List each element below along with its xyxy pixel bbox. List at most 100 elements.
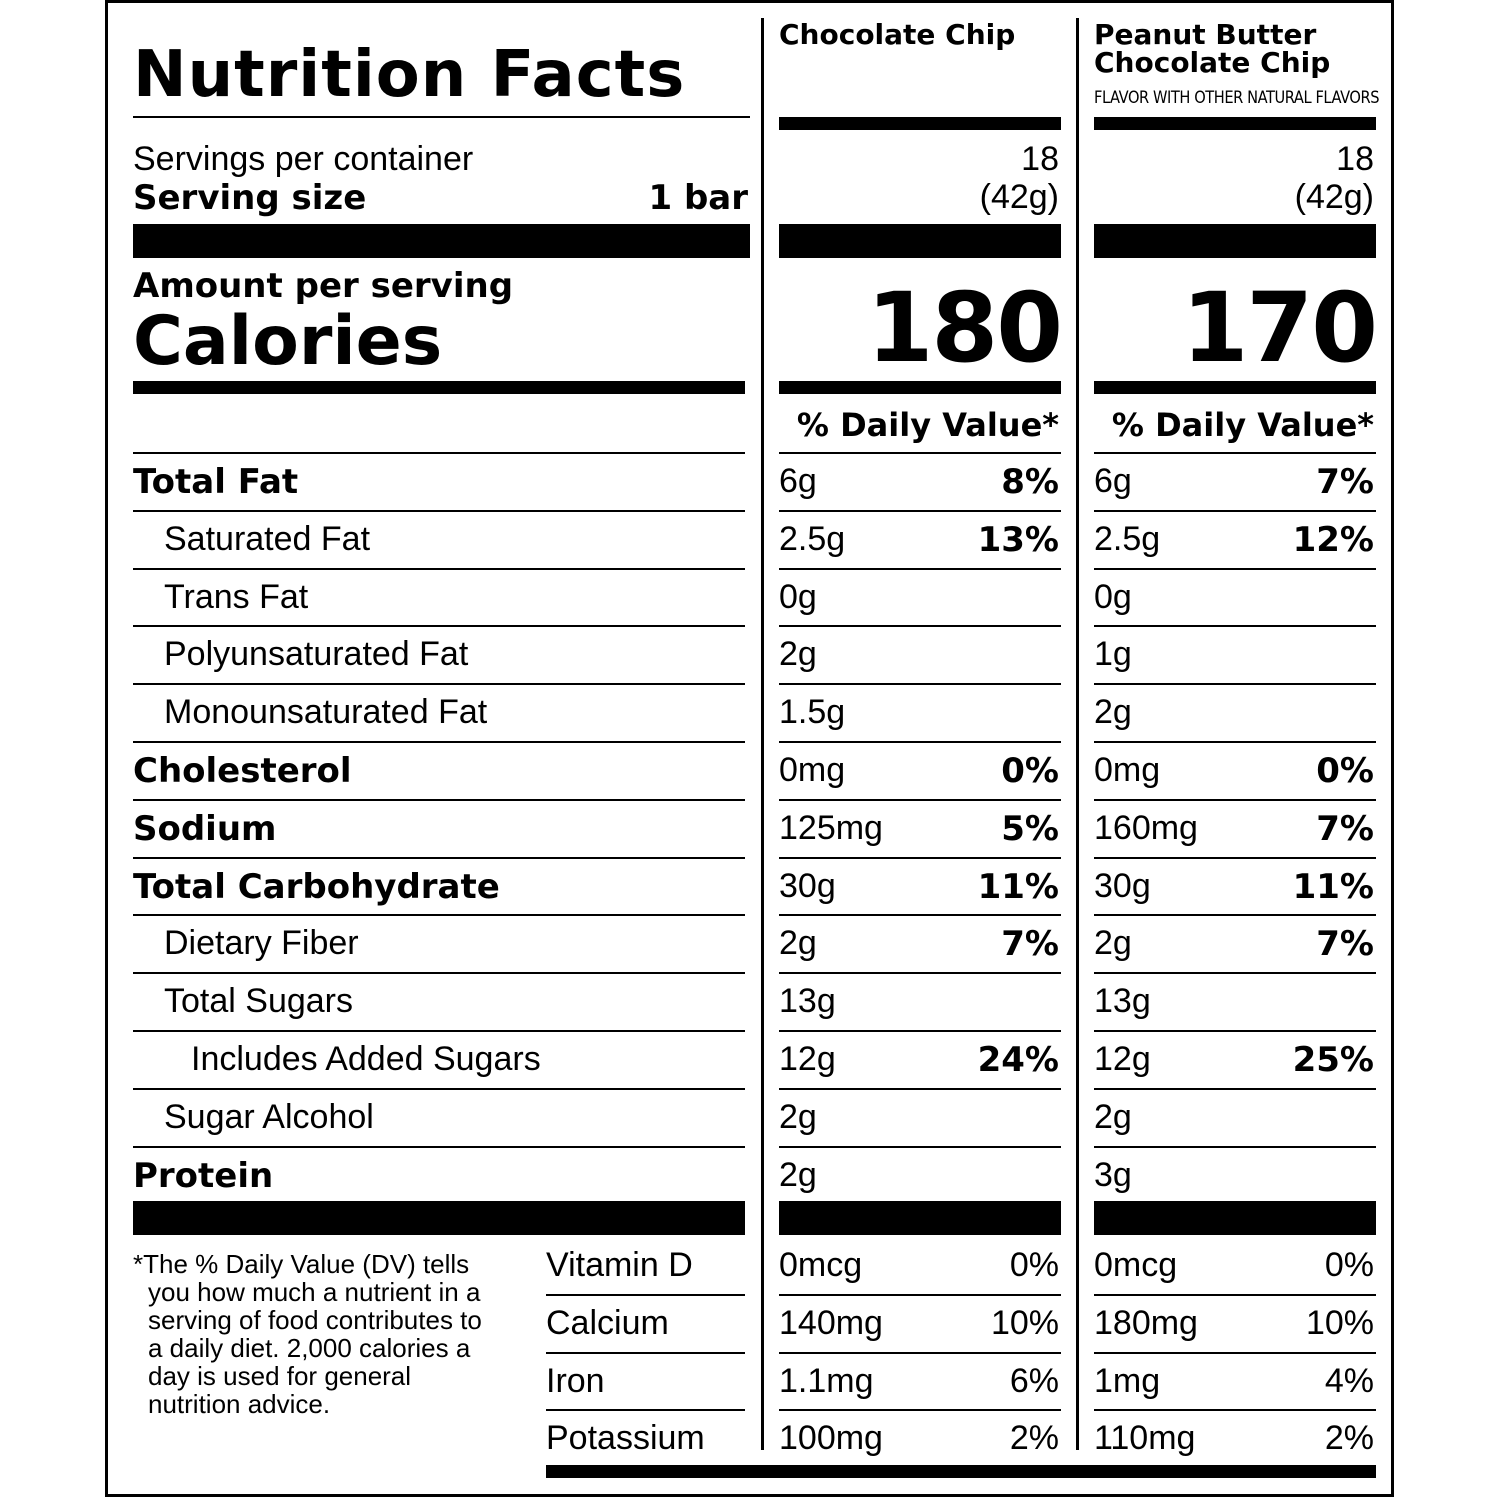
row-divider bbox=[779, 509, 1061, 512]
nutrient-amount: 0g bbox=[779, 577, 817, 616]
nutrient-label: Sugar Alcohol bbox=[164, 1097, 374, 1136]
row-divider bbox=[1094, 625, 1376, 628]
nutrient-amount: 6g bbox=[779, 462, 817, 500]
nutrient-label: Protein bbox=[133, 1155, 274, 1196]
row-divider bbox=[1094, 1351, 1376, 1354]
nutrient-amount: 160mg bbox=[1094, 808, 1198, 847]
calories-value: 180 bbox=[866, 272, 1063, 384]
vitamin-label: Potassium bbox=[546, 1419, 705, 1458]
serving-weight: (42g) bbox=[1294, 178, 1374, 216]
nutrient-amount: 0mg bbox=[1094, 751, 1161, 789]
row-divider bbox=[1094, 914, 1376, 917]
nutrient-amount: 125mg bbox=[779, 808, 883, 847]
row-divider bbox=[546, 1351, 745, 1354]
row-divider bbox=[779, 452, 1061, 454]
row-divider bbox=[779, 1030, 1061, 1032]
nutrient-daily-value: 7% bbox=[1001, 924, 1059, 965]
row-divider bbox=[133, 683, 745, 686]
nutrient-amount: 2.5g bbox=[779, 519, 846, 558]
thick-divider bbox=[779, 224, 1061, 258]
row-divider bbox=[133, 567, 745, 570]
amount-per-serving: Amount per serving bbox=[133, 266, 514, 306]
medium-divider bbox=[779, 117, 1061, 130]
vitamin-amount: 140mg bbox=[779, 1303, 883, 1342]
bottom-divider bbox=[546, 1465, 1376, 1478]
nutrient-daily-value: 12% bbox=[1292, 519, 1374, 560]
vitamin-amount: 110mg bbox=[1094, 1419, 1196, 1458]
vitamin-label: Vitamin D bbox=[546, 1246, 693, 1284]
vitamin-amount: 0mcg bbox=[1094, 1246, 1178, 1284]
row-divider bbox=[133, 914, 745, 917]
nutrient-amount: 2g bbox=[1094, 1097, 1132, 1136]
nutrient-amount: 13g bbox=[1094, 982, 1151, 1021]
nutrient-daily-value: 11% bbox=[977, 866, 1059, 907]
row-divider bbox=[1094, 1030, 1376, 1032]
nutrient-daily-value: 25% bbox=[1292, 1040, 1374, 1080]
column-divider bbox=[1076, 18, 1079, 1450]
nutrient-label: Total Fat bbox=[133, 462, 299, 502]
nutrient-amount: 13g bbox=[779, 982, 836, 1021]
vitamin-amount: 0mcg bbox=[779, 1246, 863, 1284]
nutrient-amount: 6g bbox=[1094, 462, 1132, 500]
thick-divider bbox=[1094, 1201, 1376, 1235]
vitamin-daily-value: 10% bbox=[990, 1303, 1059, 1342]
row-divider bbox=[133, 452, 745, 454]
medium-divider bbox=[1094, 381, 1376, 394]
nutrient-amount: 1g bbox=[1094, 635, 1132, 674]
product-name-line1: Peanut Butter bbox=[1094, 18, 1317, 51]
nutrient-amount: 3g bbox=[1094, 1155, 1132, 1194]
medium-divider bbox=[133, 381, 745, 394]
row-divider bbox=[779, 1351, 1061, 1354]
servings-label: Servings per container bbox=[133, 140, 474, 178]
row-divider bbox=[133, 798, 745, 801]
product-subtitle: FLAVOR WITH OTHER NATURAL FLAVORS bbox=[1094, 88, 1380, 108]
nutrient-daily-value: 8% bbox=[1001, 462, 1059, 502]
row-divider bbox=[779, 1145, 1061, 1148]
row-divider bbox=[546, 1409, 745, 1412]
nutrient-label: Includes Added Sugars bbox=[191, 1040, 541, 1078]
nutrient-amount: 12g bbox=[1094, 1040, 1151, 1078]
row-divider bbox=[779, 798, 1061, 801]
serving-size-value: 1 bar bbox=[648, 178, 748, 218]
row-divider bbox=[133, 741, 745, 743]
nutrient-daily-value: 13% bbox=[977, 519, 1059, 560]
row-divider bbox=[1094, 972, 1376, 975]
row-divider bbox=[133, 1030, 745, 1032]
row-divider bbox=[133, 1087, 745, 1090]
row-divider bbox=[1094, 1087, 1376, 1090]
nutrient-amount: 2.5g bbox=[1094, 519, 1161, 558]
daily-value-header: % Daily Value* bbox=[796, 406, 1059, 444]
nutrient-amount: 0g bbox=[1094, 577, 1132, 616]
vitamin-daily-value: 4% bbox=[1324, 1361, 1374, 1400]
vitamin-daily-value: 2% bbox=[1009, 1419, 1059, 1458]
vitamin-daily-value: 0% bbox=[1009, 1246, 1059, 1284]
product-name: Chocolate Chip bbox=[779, 18, 1016, 51]
nutrient-label: Monounsaturated Fat bbox=[164, 693, 488, 732]
row-divider bbox=[133, 856, 745, 859]
nutrient-amount: 2g bbox=[1094, 693, 1132, 732]
serving-size-label: Serving size bbox=[133, 178, 367, 218]
vitamin-daily-value: 0% bbox=[1324, 1246, 1374, 1284]
nutrient-amount: 30g bbox=[779, 866, 836, 905]
vitamin-daily-value: 6% bbox=[1009, 1361, 1059, 1400]
row-divider bbox=[779, 683, 1061, 686]
medium-divider bbox=[779, 381, 1061, 394]
thick-divider bbox=[779, 1201, 1061, 1235]
row-divider bbox=[779, 856, 1061, 859]
row-divider bbox=[1094, 567, 1376, 570]
nutrient-amount: 2g bbox=[779, 1097, 817, 1136]
vitamin-daily-value: 10% bbox=[1305, 1303, 1374, 1342]
nutrient-daily-value: 5% bbox=[1001, 808, 1059, 849]
vitamin-label: Iron bbox=[546, 1361, 605, 1400]
vitamin-amount: 1.1mg bbox=[779, 1361, 874, 1400]
label-frame bbox=[105, 0, 1394, 1497]
row-divider bbox=[1094, 798, 1376, 801]
row-divider bbox=[133, 1145, 745, 1148]
servings-count: 18 bbox=[1336, 140, 1374, 178]
nutrient-daily-value: 0% bbox=[1001, 751, 1059, 791]
row-divider bbox=[1094, 741, 1376, 743]
row-divider bbox=[779, 741, 1061, 743]
vitamin-daily-value: 2% bbox=[1324, 1419, 1374, 1458]
row-divider bbox=[779, 1087, 1061, 1090]
nutrient-amount: 2g bbox=[779, 924, 817, 963]
